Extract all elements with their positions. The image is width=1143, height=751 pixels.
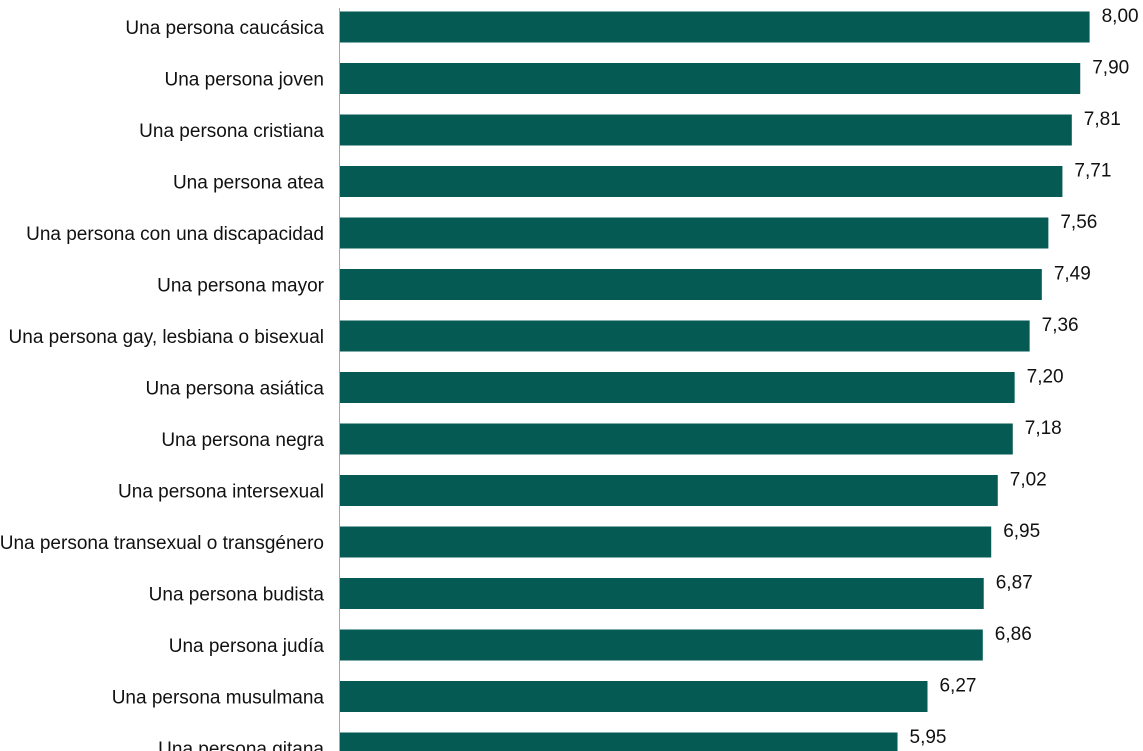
bar <box>340 114 1072 146</box>
category-label: Una persona negra <box>161 430 324 451</box>
category-label: Una persona gay, lesbiana o bisexual <box>9 327 324 348</box>
bar <box>340 732 898 751</box>
bars-group <box>340 11 1090 751</box>
value-label: 7,81 <box>1084 109 1121 130</box>
bar <box>340 372 1015 403</box>
bar <box>340 11 1090 43</box>
value-label: 8,00 <box>1102 6 1139 27</box>
value-label: 6,86 <box>995 624 1032 645</box>
value-label: 5,95 <box>910 727 947 748</box>
bar <box>340 269 1042 300</box>
value-labels-group: 8,00 7,90 7,81 7,71 7,56 7,49 7,36 7,20 7,18 7,02… <box>910 6 1139 748</box>
category-label: Una persona joven <box>165 70 325 91</box>
value-label: 7,56 <box>1060 212 1097 233</box>
category-label: Una persona asiática <box>146 379 325 400</box>
bar <box>340 629 983 661</box>
value-label: 7,18 <box>1025 418 1062 439</box>
bar <box>340 63 1081 94</box>
bar <box>340 217 1049 249</box>
category-label: Una persona con una discapacidad <box>26 224 324 245</box>
bar <box>340 320 1030 352</box>
category-label: Una persona caucásica <box>125 18 324 39</box>
value-label: 6,95 <box>1003 521 1040 542</box>
value-label: 6,27 <box>939 676 976 697</box>
bar <box>340 681 928 712</box>
category-labels-group: Una persona caucásica Una persona joven Un… <box>0 18 325 751</box>
value-label: 7,20 <box>1027 367 1064 388</box>
value-label: 7,71 <box>1074 161 1111 182</box>
category-label: Una persona intersexual <box>118 482 324 503</box>
bar <box>340 423 1013 455</box>
category-label: Una persona cristiana <box>139 121 324 142</box>
bar <box>340 475 998 506</box>
category-label: Una persona atea <box>173 173 324 194</box>
value-label: 6,87 <box>996 573 1033 594</box>
value-label: 7,90 <box>1092 58 1129 79</box>
category-label: Una persona budista <box>149 585 325 606</box>
value-label: 7,49 <box>1054 264 1091 285</box>
category-label: Una persona transexual o transgénero <box>0 533 324 554</box>
value-label: 7,02 <box>1010 470 1047 491</box>
value-label: 7,36 <box>1042 315 1079 336</box>
bar <box>340 578 984 609</box>
bar <box>340 166 1063 197</box>
category-label: Una persona gitana <box>158 739 324 751</box>
bar <box>340 526 992 558</box>
category-label: Una persona judía <box>169 636 325 657</box>
category-label: Una persona mayor <box>157 276 325 297</box>
category-label: Una persona musulmana <box>112 688 325 709</box>
